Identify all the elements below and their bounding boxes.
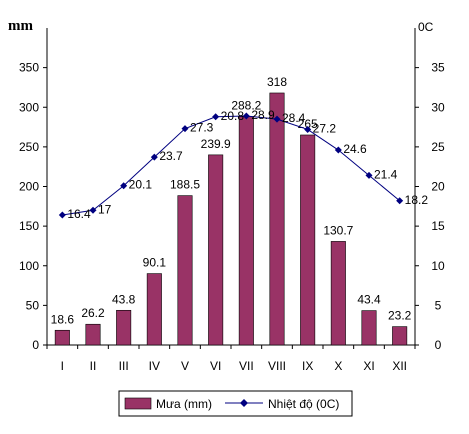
left-tick-label: 250 — [19, 140, 39, 154]
left-tick-label: 300 — [19, 100, 39, 114]
temperature-point — [304, 125, 312, 133]
left-tick-label: 0 — [32, 338, 39, 352]
rain-bar — [330, 241, 346, 346]
temperature-point — [334, 146, 342, 154]
temperature-point — [58, 211, 66, 219]
right-tick-label: 25 — [431, 140, 445, 154]
temperature-point — [181, 125, 189, 133]
rain-bar — [361, 310, 377, 346]
rain-bar-label: 23.2 — [388, 309, 412, 323]
x-tick-label: IV — [149, 359, 160, 373]
right-tick-label: 20 — [431, 180, 445, 194]
left-tick-label: 350 — [19, 61, 39, 75]
temperature-point — [365, 171, 373, 179]
x-tick-label: II — [90, 359, 97, 373]
rain-bar-label: 90.1 — [143, 256, 167, 270]
temperature-label: 16.4 — [67, 207, 91, 221]
left-tick-label: 50 — [26, 298, 40, 312]
x-tick-label: VII — [239, 359, 254, 373]
temperature-label: 20.1 — [129, 178, 153, 192]
x-tick-label: V — [181, 359, 189, 373]
rain-bar-labels: 18.6 26.243.890.1188.5239.9288.2318265130… — [51, 75, 412, 326]
rain-bar — [54, 329, 70, 346]
right-tick-label: 5 — [435, 298, 442, 312]
x-tick-label: IX — [302, 359, 313, 373]
legend: Mưa (mm) Nhiệt độ (0C) — [118, 390, 353, 417]
temperature-label: 28.9 — [251, 108, 275, 122]
temperature-label: 27.3 — [190, 121, 214, 135]
legend-rain-label: Mưa (mm) — [156, 397, 212, 411]
rain-bar — [269, 92, 285, 346]
temperature-label: 17 — [98, 202, 112, 216]
x-tick-label: I — [61, 359, 64, 373]
temperature-label: 20.8 — [221, 109, 245, 123]
right-tick-label: 30 — [431, 100, 445, 114]
x-tick-label: III — [119, 359, 129, 373]
temperature-point — [273, 115, 281, 123]
rain-bar — [177, 195, 193, 346]
temperature-label: 27.2 — [313, 121, 337, 135]
right-tick-label: 35 — [431, 61, 445, 75]
temperature-label: 24.6 — [343, 142, 367, 156]
temperature-line — [58, 112, 404, 219]
rain-bar — [116, 309, 132, 346]
rain-bar-label: 318 — [267, 75, 287, 89]
rain-bar-label: 288.2 — [231, 99, 261, 113]
x-tick-label: VI — [210, 359, 221, 373]
rain-bar-label: 26.2 — [81, 306, 105, 320]
right-axis-unit: 0C — [418, 20, 434, 34]
legend-temp-marker — [240, 399, 248, 407]
temperature-point — [89, 206, 97, 214]
rain-bar-label: 130.7 — [323, 223, 353, 237]
temperature-point — [212, 113, 220, 121]
rain-bar-label: 18.6 — [51, 312, 75, 326]
x-tick-label: XII — [392, 359, 407, 373]
rain-bar — [238, 116, 254, 346]
x-tick-label: X — [334, 359, 342, 373]
rain-bar-label: 43.4 — [357, 293, 381, 307]
rain-bar — [146, 273, 162, 346]
rain-bar — [208, 154, 224, 346]
right-tick-label: 0 — [435, 338, 442, 352]
rain-bar-label: 188.5 — [170, 178, 200, 192]
temperature-series-line — [62, 115, 400, 216]
temperature-label: 21.4 — [374, 167, 398, 181]
rain-bar — [392, 326, 408, 346]
temperature-label: 18.2 — [405, 193, 429, 207]
temperature-label: 23.7 — [159, 149, 183, 163]
left-tick-label: 150 — [19, 219, 39, 233]
right-tick-label: 15 — [431, 219, 445, 233]
temperature-point — [150, 153, 158, 161]
legend-rain-swatch — [124, 397, 152, 410]
left-axis-unit: mm — [8, 18, 33, 34]
x-tick-label: XI — [363, 359, 374, 373]
rain-bar-label: 43.8 — [112, 292, 136, 306]
rain-bar-label: 239.9 — [201, 137, 231, 151]
legend-temp-label: Nhiệt độ (0C) — [268, 397, 339, 411]
rain-bar — [85, 323, 101, 346]
rain-bars — [54, 92, 408, 346]
x-tick-label: VIII — [268, 359, 286, 373]
right-tick-label: 10 — [431, 259, 445, 273]
rain-bar — [300, 134, 316, 346]
temperature-labels: 16.4 17 20.1 23.7 27.3 20.8 28.9 28.4 27.2 24.6 21… — [67, 108, 428, 221]
left-tick-label: 100 — [19, 259, 39, 273]
temperature-label: 28.4 — [282, 111, 306, 125]
temperature-point — [396, 197, 404, 205]
temperature-point — [242, 112, 250, 120]
temperature-point — [120, 182, 128, 190]
left-tick-label: 200 — [19, 180, 39, 194]
